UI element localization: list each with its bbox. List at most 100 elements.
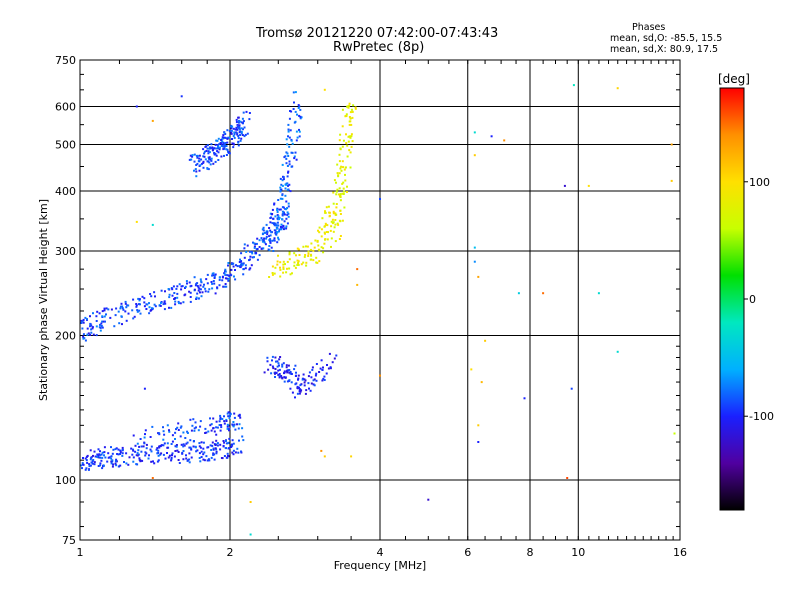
data-point (236, 133, 239, 136)
data-point (122, 308, 125, 311)
data-point (293, 101, 295, 104)
data-point (214, 447, 217, 450)
data-point (328, 215, 331, 218)
data-point (312, 259, 315, 262)
data-point (213, 153, 216, 156)
data-point (211, 149, 214, 152)
data-point (189, 300, 192, 303)
data-point (271, 359, 273, 362)
data-point (281, 377, 284, 380)
data-point (213, 458, 216, 461)
data-point (266, 356, 269, 359)
data-point (121, 454, 124, 457)
data-point (90, 324, 93, 327)
data-point (156, 460, 159, 463)
data-point (284, 187, 287, 190)
data-point (166, 442, 169, 445)
data-point (186, 432, 189, 434)
data-point (91, 326, 94, 329)
data-point (138, 298, 141, 301)
data-point (166, 424, 169, 427)
data-point (151, 477, 154, 479)
data-point (197, 429, 200, 432)
data-point (230, 127, 233, 130)
data-point (276, 360, 279, 363)
data-point (145, 452, 148, 455)
data-point (208, 147, 211, 150)
data-point (240, 264, 243, 267)
data-point (278, 208, 281, 211)
data-point (131, 453, 134, 456)
data-point (179, 426, 182, 429)
data-point (302, 373, 305, 376)
data-point (484, 339, 487, 342)
data-point (277, 218, 280, 221)
data-point (266, 231, 269, 233)
data-point (348, 104, 351, 107)
data-point (228, 429, 230, 432)
data-point (189, 154, 192, 157)
data-point (570, 387, 573, 390)
data-point (179, 435, 182, 438)
data-point (193, 153, 196, 156)
data-point (283, 372, 285, 375)
data-point (149, 448, 152, 451)
data-point (269, 234, 272, 237)
data-point (339, 213, 342, 215)
data-point (226, 141, 229, 144)
y-tick-label: 600 (55, 101, 76, 114)
data-point (202, 285, 205, 288)
data-point (304, 379, 307, 382)
data-point (99, 450, 101, 453)
data-point (212, 448, 215, 451)
data-point (127, 463, 130, 466)
data-point (208, 288, 211, 291)
data-point (269, 241, 272, 244)
data-point (138, 309, 141, 312)
data-point (89, 322, 92, 325)
data-point (349, 166, 352, 169)
data-point (323, 375, 326, 378)
data-point (221, 140, 224, 143)
data-point (261, 238, 264, 241)
data-point (333, 179, 336, 182)
data-point (268, 245, 271, 247)
data-point (205, 455, 208, 458)
data-point (199, 284, 202, 287)
data-point (166, 446, 169, 449)
data-point (148, 454, 150, 457)
data-point (193, 160, 196, 163)
data-point (284, 227, 286, 230)
data-point (112, 463, 115, 466)
data-point (223, 441, 226, 444)
data-point (203, 283, 205, 286)
data-point (219, 142, 222, 145)
data-point (275, 372, 278, 374)
data-point (288, 258, 291, 261)
data-point (178, 462, 181, 464)
data-point (273, 237, 276, 240)
data-point (164, 290, 166, 293)
data-point (287, 135, 289, 138)
data-point (282, 266, 285, 269)
data-point (168, 296, 171, 299)
data-point (194, 284, 197, 287)
data-point (303, 384, 306, 387)
data-point (117, 310, 120, 313)
data-point (234, 278, 237, 281)
data-point (300, 389, 303, 392)
data-point (282, 212, 285, 215)
data-point (215, 439, 218, 442)
data-point (84, 457, 87, 460)
data-point (300, 263, 303, 266)
data-point (289, 273, 292, 276)
data-point (194, 446, 197, 449)
data-point (223, 415, 225, 418)
data-point (288, 145, 291, 148)
data-point (318, 231, 321, 234)
data-point (230, 129, 233, 132)
data-point (211, 444, 214, 447)
data-point (235, 121, 238, 123)
data-point (237, 137, 240, 140)
data-point (347, 135, 350, 138)
